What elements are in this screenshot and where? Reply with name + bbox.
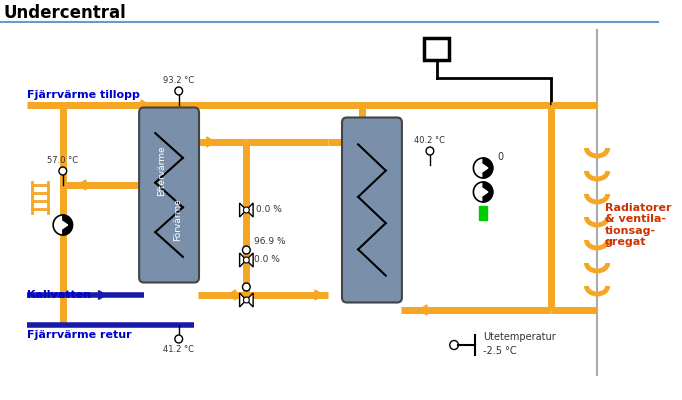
Wedge shape	[483, 182, 492, 202]
Text: Kallvatten: Kallvatten	[27, 290, 91, 300]
Text: Förvärme: Förvärme	[174, 198, 183, 241]
Text: 41.2 °C: 41.2 °C	[163, 345, 194, 354]
Text: 93.2 °C: 93.2 °C	[163, 76, 194, 85]
Circle shape	[243, 283, 250, 291]
Bar	[424, 38, 449, 60]
Polygon shape	[246, 203, 253, 217]
Circle shape	[175, 87, 183, 95]
Circle shape	[243, 297, 249, 303]
Polygon shape	[482, 164, 488, 172]
Polygon shape	[207, 137, 216, 147]
Wedge shape	[483, 158, 492, 178]
Polygon shape	[239, 253, 246, 267]
Polygon shape	[418, 305, 427, 315]
Circle shape	[243, 207, 249, 213]
Text: 40.2 °C: 40.2 °C	[415, 136, 445, 145]
Wedge shape	[63, 215, 72, 235]
FancyBboxPatch shape	[139, 108, 199, 282]
Text: Fjärrvärme tillopp: Fjärrvärme tillopp	[27, 90, 140, 100]
Text: Eftervärme: Eftervärme	[157, 145, 166, 196]
Text: 57.0 °C: 57.0 °C	[47, 156, 78, 165]
Polygon shape	[98, 290, 106, 299]
Circle shape	[243, 246, 250, 254]
Bar	[479, 206, 487, 220]
Text: 96.9 %: 96.9 %	[254, 236, 286, 246]
Circle shape	[473, 182, 492, 202]
Circle shape	[449, 340, 458, 350]
Polygon shape	[239, 293, 246, 307]
Polygon shape	[62, 221, 68, 229]
Polygon shape	[315, 290, 324, 300]
Circle shape	[473, 158, 492, 178]
Text: 0.0 %: 0.0 %	[254, 256, 280, 264]
Text: Utetemperatur: Utetemperatur	[483, 332, 556, 342]
Polygon shape	[482, 188, 488, 196]
FancyBboxPatch shape	[342, 118, 402, 302]
Circle shape	[59, 167, 67, 175]
Polygon shape	[246, 253, 253, 267]
Polygon shape	[227, 290, 236, 300]
Text: -2.5 °C: -2.5 °C	[483, 346, 517, 356]
Text: 0: 0	[498, 152, 504, 162]
Text: Radiatorer
& ventila-
tionsag-
gregat: Radiatorer & ventila- tionsag- gregat	[605, 202, 671, 247]
Circle shape	[53, 215, 72, 235]
Polygon shape	[246, 293, 253, 307]
Circle shape	[426, 147, 434, 155]
Polygon shape	[77, 180, 86, 190]
Circle shape	[175, 335, 183, 343]
Text: 0.0 %: 0.0 %	[256, 206, 282, 214]
Text: Undercentral: Undercentral	[4, 4, 127, 22]
Polygon shape	[141, 100, 150, 110]
Circle shape	[243, 257, 249, 263]
Text: Fjärrvärme retur: Fjärrvärme retur	[27, 330, 132, 340]
Polygon shape	[239, 203, 246, 217]
